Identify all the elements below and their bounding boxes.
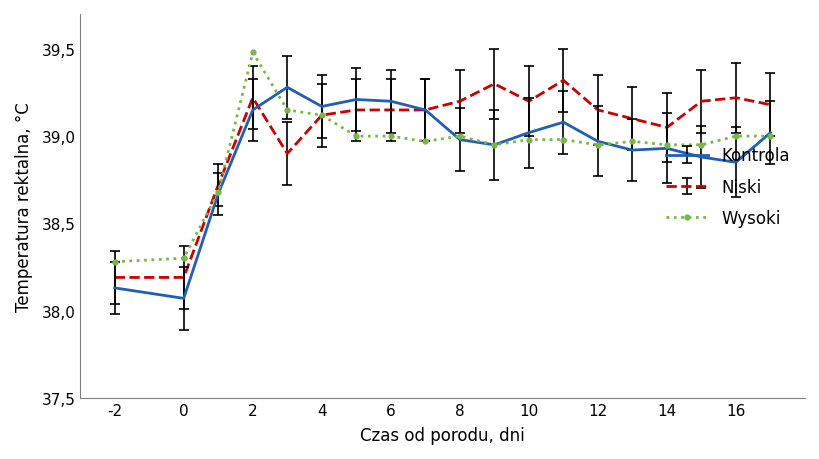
Legend: Kontrola, Niski, Wysoki: Kontrola, Niski, Wysoki	[659, 140, 796, 234]
X-axis label: Czas od porodu, dni: Czas od porodu, dni	[360, 426, 524, 444]
Y-axis label: Temperatura rektalna, °C: Temperatura rektalna, °C	[15, 102, 33, 311]
